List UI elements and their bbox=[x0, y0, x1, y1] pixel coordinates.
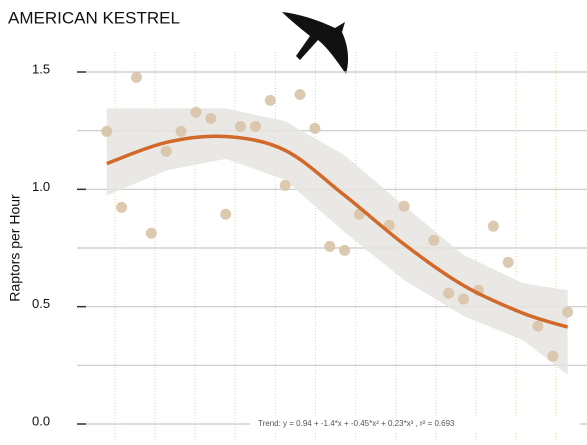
point bbox=[562, 306, 574, 318]
annotation-bg bbox=[250, 417, 580, 431]
trend-annotation: Trend: y = 0.94 + -1.4*x + -0.45*x² + 0.… bbox=[258, 419, 455, 428]
point bbox=[398, 200, 410, 212]
point bbox=[116, 201, 128, 213]
point bbox=[309, 122, 321, 134]
y-axis-label: Raptors per Hour bbox=[7, 194, 23, 302]
point bbox=[205, 112, 217, 124]
point bbox=[487, 220, 499, 232]
point bbox=[130, 71, 142, 83]
point bbox=[101, 125, 113, 137]
point bbox=[279, 179, 291, 191]
point bbox=[458, 293, 470, 305]
point bbox=[443, 287, 455, 299]
point bbox=[339, 244, 351, 256]
trend-line bbox=[106, 134, 569, 329]
point bbox=[294, 89, 306, 101]
point bbox=[532, 320, 544, 332]
point bbox=[324, 240, 336, 252]
y-tick-label: 0.0 bbox=[32, 413, 50, 428]
confidence-band bbox=[106, 108, 568, 375]
point bbox=[220, 208, 232, 220]
point bbox=[547, 350, 559, 362]
chart-title: AMERICAN KESTREL bbox=[8, 8, 180, 27]
y-tick-label: 1.5 bbox=[32, 61, 50, 76]
point bbox=[190, 106, 202, 118]
y-tick-label: 0.5 bbox=[32, 296, 50, 311]
bird-icon bbox=[282, 12, 349, 74]
y-tick-label: 1.0 bbox=[32, 179, 50, 194]
point bbox=[160, 145, 172, 157]
point bbox=[249, 120, 261, 132]
point bbox=[145, 227, 157, 239]
point bbox=[502, 256, 514, 268]
point bbox=[175, 125, 187, 137]
point bbox=[264, 94, 276, 106]
point bbox=[428, 234, 440, 246]
point bbox=[235, 120, 247, 132]
